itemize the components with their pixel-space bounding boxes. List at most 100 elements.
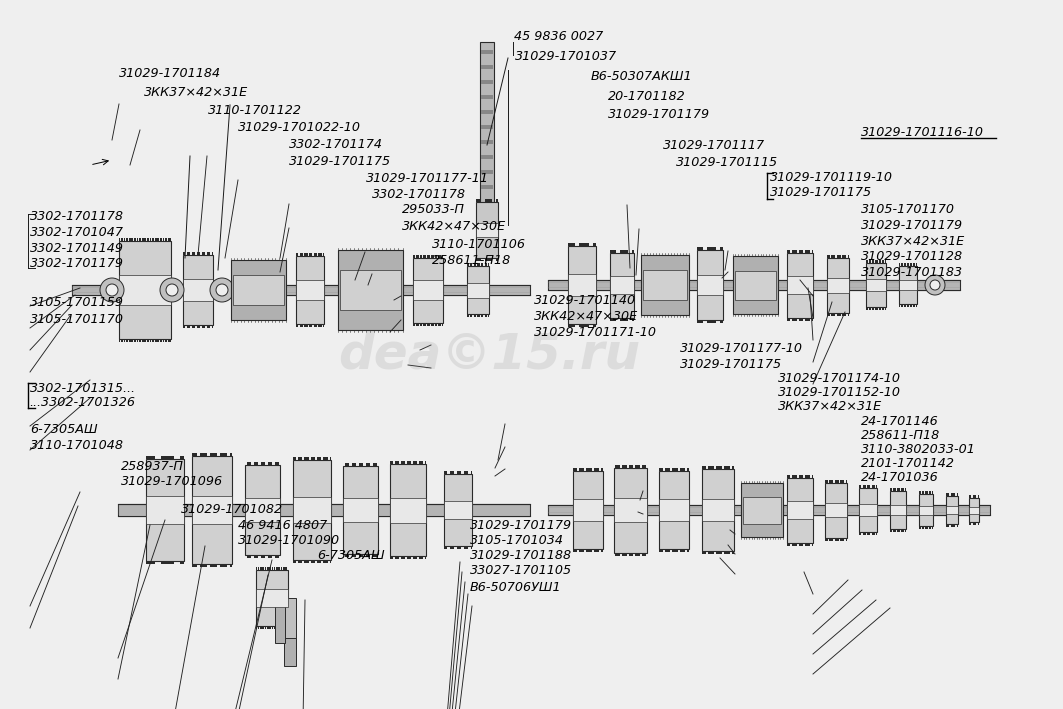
Text: 31029-1701179: 31029-1701179 xyxy=(470,519,572,532)
Bar xyxy=(134,238,135,241)
Bar xyxy=(339,270,401,310)
Text: 31029-1701179: 31029-1701179 xyxy=(861,219,963,232)
Bar xyxy=(659,471,689,549)
Bar xyxy=(697,275,723,295)
Bar xyxy=(156,339,157,342)
Bar xyxy=(269,626,270,629)
Bar xyxy=(480,170,493,174)
Bar xyxy=(269,567,270,570)
Bar xyxy=(414,280,443,300)
Circle shape xyxy=(100,278,124,302)
Bar xyxy=(192,496,232,524)
Bar xyxy=(244,465,280,555)
Text: 31029-1701115: 31029-1701115 xyxy=(676,156,778,169)
Text: 31029-1701117: 31029-1701117 xyxy=(663,139,765,152)
Text: 295033-П: 295033-П xyxy=(402,203,465,216)
Text: 31029-1701119-10: 31029-1701119-10 xyxy=(770,172,893,184)
Bar xyxy=(643,270,687,300)
Bar xyxy=(825,483,847,537)
Bar xyxy=(138,339,139,342)
Bar xyxy=(125,339,126,342)
Text: 31029-1701037: 31029-1701037 xyxy=(514,50,617,63)
Text: 3КК37×42×31E: 3КК37×42×31E xyxy=(778,401,882,413)
Bar xyxy=(659,499,689,521)
Text: 31029-1701175: 31029-1701175 xyxy=(770,186,872,199)
Bar xyxy=(866,263,885,307)
Bar xyxy=(152,238,153,241)
Text: 45 9836 0027: 45 9836 0027 xyxy=(514,30,604,43)
Bar xyxy=(168,339,169,342)
Bar xyxy=(119,339,120,342)
Bar xyxy=(145,238,146,241)
Bar xyxy=(162,238,163,241)
Bar xyxy=(124,339,125,342)
Bar xyxy=(275,567,276,570)
Bar xyxy=(899,266,917,304)
Text: 3110-1701122: 3110-1701122 xyxy=(208,104,302,117)
Bar xyxy=(274,567,275,570)
Text: 3КК42×47×30Е: 3КК42×47×30Е xyxy=(534,311,638,323)
Bar xyxy=(284,598,296,648)
Bar xyxy=(610,252,634,318)
Bar xyxy=(899,280,917,290)
Text: 31029-1701175: 31029-1701175 xyxy=(289,155,391,168)
Bar xyxy=(165,238,166,241)
Bar xyxy=(480,95,493,99)
Bar xyxy=(144,339,145,342)
Bar xyxy=(72,285,530,295)
Text: 6-7305АШ: 6-7305АШ xyxy=(317,549,385,562)
Bar xyxy=(342,498,377,522)
Bar xyxy=(859,488,877,532)
Bar xyxy=(244,498,280,522)
Bar xyxy=(183,279,213,301)
Bar xyxy=(743,496,781,523)
Bar xyxy=(293,497,331,523)
Bar xyxy=(702,469,733,551)
Bar xyxy=(697,250,723,320)
Text: 31029-1701184: 31029-1701184 xyxy=(119,67,221,80)
Bar xyxy=(169,339,170,342)
Text: 258937-П: 258937-П xyxy=(121,460,184,473)
Bar xyxy=(296,280,324,300)
Text: 46 9416 4807: 46 9416 4807 xyxy=(238,519,327,532)
Text: 31029-1701183: 31029-1701183 xyxy=(861,266,963,279)
Bar xyxy=(163,339,164,342)
Bar xyxy=(787,276,813,294)
Bar xyxy=(159,339,161,342)
Bar xyxy=(129,339,130,342)
Bar xyxy=(119,241,171,339)
Bar xyxy=(138,238,139,241)
Text: 3КК42×47×30Е: 3КК42×47×30Е xyxy=(402,220,506,233)
Text: 3302-1701178: 3302-1701178 xyxy=(372,188,466,201)
Bar xyxy=(275,626,276,629)
Bar xyxy=(163,238,164,241)
Bar xyxy=(787,252,813,318)
Bar xyxy=(827,257,849,313)
Bar xyxy=(259,567,260,570)
Bar xyxy=(342,466,377,554)
Bar xyxy=(281,626,282,629)
Text: 31029-1701152-10: 31029-1701152-10 xyxy=(778,386,901,399)
Bar xyxy=(272,626,273,629)
Text: 3302-1701179: 3302-1701179 xyxy=(30,257,123,270)
Bar xyxy=(444,474,472,546)
Bar xyxy=(480,50,493,54)
Bar xyxy=(166,339,167,342)
Bar xyxy=(286,567,287,570)
Bar xyxy=(258,626,259,629)
Bar xyxy=(135,238,136,241)
Text: 3КК37×42×31E: 3КК37×42×31E xyxy=(861,235,965,247)
Text: 6-7305АШ: 6-7305АШ xyxy=(30,423,98,436)
Bar xyxy=(270,567,271,570)
Text: 31029-1701096: 31029-1701096 xyxy=(121,475,223,488)
Bar xyxy=(480,80,493,84)
Bar xyxy=(134,339,135,342)
Bar xyxy=(890,491,906,529)
Bar xyxy=(131,339,132,342)
Bar xyxy=(480,140,493,144)
Bar xyxy=(549,505,990,515)
Bar xyxy=(946,496,958,524)
Bar xyxy=(258,567,259,570)
Text: 3110-1701106: 3110-1701106 xyxy=(432,238,525,251)
Bar xyxy=(128,238,129,241)
